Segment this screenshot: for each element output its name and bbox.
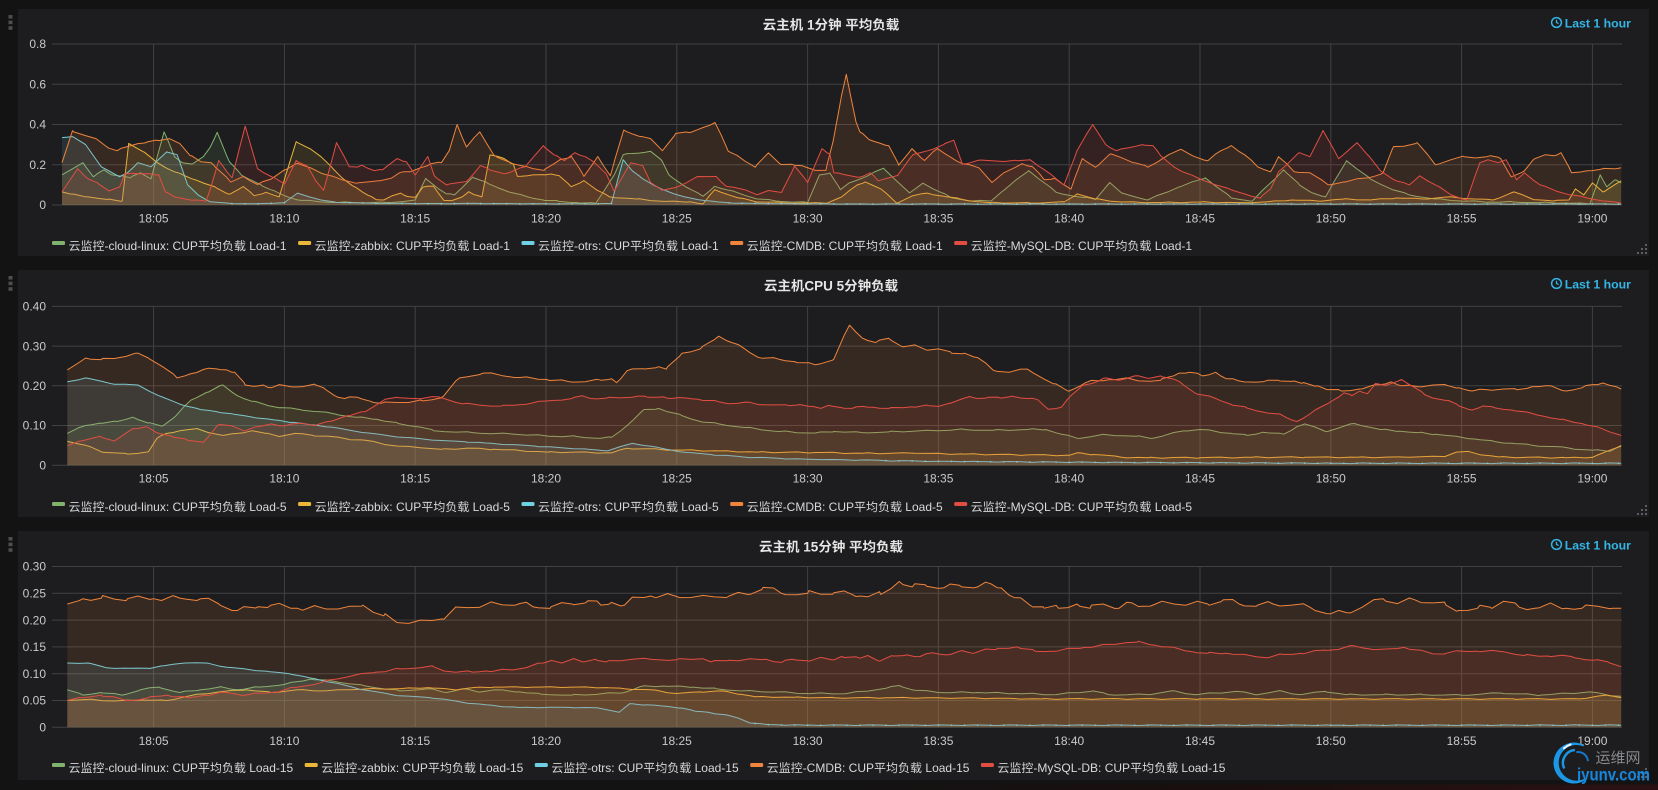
svg-text:-cloud-linux: CUP: -cloud-linux: CUP — [105, 761, 198, 775]
svg-text:0.30: 0.30 — [23, 339, 47, 353]
svg-text:iyunv.com: iyunv.com — [1577, 765, 1650, 785]
svg-text:18:25: 18:25 — [662, 212, 692, 226]
svg-text:18:30: 18:30 — [793, 212, 823, 226]
svg-text:18:45: 18:45 — [1185, 212, 1215, 226]
svg-text:Load-5: Load-5 — [473, 500, 511, 514]
svg-text:Load-5: Load-5 — [249, 500, 287, 514]
svg-text:Load-5: Load-5 — [1155, 500, 1193, 514]
svg-text:18:55: 18:55 — [1447, 472, 1477, 486]
svg-text:0.10: 0.10 — [23, 667, 47, 681]
svg-text:18:55: 18:55 — [1447, 212, 1477, 226]
svg-text:-MySQL-DB: CUP: -MySQL-DB: CUP — [1033, 761, 1130, 775]
svg-text:CPU 5: CPU 5 — [804, 279, 844, 294]
svg-text:Load-1: Load-1 — [681, 239, 719, 253]
svg-text:-zabbix: CUP: -zabbix: CUP — [351, 500, 422, 514]
svg-text:-MySQL-DB: CUP: -MySQL-DB: CUP — [1007, 500, 1104, 514]
svg-text:-otrs: CUP: -otrs: CUP — [587, 761, 643, 775]
svg-text:18:35: 18:35 — [923, 734, 953, 748]
svg-text:18:05: 18:05 — [139, 734, 169, 748]
svg-text:Last 1 hour: Last 1 hour — [1565, 278, 1631, 292]
svg-text:18:40: 18:40 — [1054, 734, 1084, 748]
svg-text:0.8: 0.8 — [29, 37, 46, 51]
svg-text:0.05: 0.05 — [23, 694, 47, 708]
svg-text:0: 0 — [39, 721, 46, 735]
svg-text:Load-1: Load-1 — [1155, 239, 1193, 253]
svg-text:18:05: 18:05 — [139, 212, 169, 226]
svg-text:0.2: 0.2 — [29, 158, 46, 172]
svg-text:15: 15 — [803, 540, 819, 555]
svg-text:Load-15: Load-15 — [479, 761, 523, 775]
svg-text:18:25: 18:25 — [662, 472, 692, 486]
svg-text:0.20: 0.20 — [23, 613, 47, 627]
svg-text:18:10: 18:10 — [269, 212, 299, 226]
svg-text:18:20: 18:20 — [531, 734, 561, 748]
svg-text:0.20: 0.20 — [23, 379, 47, 393]
svg-text:Last 1 hour: Last 1 hour — [1565, 17, 1631, 31]
svg-text:Load-15: Load-15 — [1181, 761, 1225, 775]
svg-text:Load-5: Load-5 — [681, 500, 719, 514]
svg-text:18:50: 18:50 — [1316, 212, 1346, 226]
svg-text:18:05: 18:05 — [139, 472, 169, 486]
svg-text:0: 0 — [39, 198, 46, 212]
svg-text:18:40: 18:40 — [1054, 472, 1084, 486]
svg-text:18:30: 18:30 — [793, 472, 823, 486]
svg-text:0.25: 0.25 — [23, 587, 47, 601]
svg-text:18:35: 18:35 — [923, 212, 953, 226]
svg-text:18:50: 18:50 — [1316, 472, 1346, 486]
svg-text:0.40: 0.40 — [23, 300, 47, 314]
svg-text:18:45: 18:45 — [1185, 734, 1215, 748]
svg-text:Load-15: Load-15 — [925, 761, 969, 775]
svg-text:19:00: 19:00 — [1577, 734, 1607, 748]
svg-text:-cloud-linux: CUP: -cloud-linux: CUP — [105, 239, 198, 253]
svg-text:Load-1: Load-1 — [473, 239, 511, 253]
svg-text:18:15: 18:15 — [400, 472, 430, 486]
svg-text:-otrs: CUP: -otrs: CUP — [574, 239, 630, 253]
svg-text:19:00: 19:00 — [1577, 472, 1607, 486]
svg-text:18:15: 18:15 — [400, 212, 430, 226]
svg-text:18:20: 18:20 — [531, 472, 561, 486]
svg-text:-CMDB: CUP: -CMDB: CUP — [783, 500, 854, 514]
svg-text:0.6: 0.6 — [29, 78, 46, 92]
svg-text:18:45: 18:45 — [1185, 472, 1215, 486]
svg-text:0: 0 — [39, 458, 46, 472]
svg-text:18:10: 18:10 — [269, 734, 299, 748]
svg-text:18:55: 18:55 — [1447, 734, 1477, 748]
svg-text:Load-1: Load-1 — [249, 239, 287, 253]
svg-text:0.30: 0.30 — [23, 560, 47, 574]
svg-text:-zabbix: CUP: -zabbix: CUP — [357, 761, 428, 775]
svg-text:Load-15: Load-15 — [249, 761, 293, 775]
svg-text:-cloud-linux: CUP: -cloud-linux: CUP — [105, 500, 198, 514]
svg-text:-zabbix: CUP: -zabbix: CUP — [351, 239, 422, 253]
svg-text:0.15: 0.15 — [23, 640, 47, 654]
svg-text:Load-5: Load-5 — [905, 500, 943, 514]
svg-text:Load-1: Load-1 — [905, 239, 943, 253]
svg-text:-CMDB: CUP: -CMDB: CUP — [783, 239, 854, 253]
svg-text:18:25: 18:25 — [662, 734, 692, 748]
svg-text:18:35: 18:35 — [923, 472, 953, 486]
svg-text:Load-15: Load-15 — [695, 761, 739, 775]
svg-text:-otrs: CUP: -otrs: CUP — [574, 500, 630, 514]
svg-text:18:10: 18:10 — [269, 472, 299, 486]
svg-text:19:00: 19:00 — [1577, 212, 1607, 226]
svg-text:Last 1 hour: Last 1 hour — [1565, 539, 1631, 553]
svg-text:18:30: 18:30 — [793, 734, 823, 748]
svg-text:0.4: 0.4 — [29, 118, 46, 132]
svg-text:0.10: 0.10 — [23, 419, 47, 433]
svg-text:-MySQL-DB: CUP: -MySQL-DB: CUP — [1007, 239, 1104, 253]
svg-text:-CMDB: CUP: -CMDB: CUP — [803, 761, 874, 775]
svg-text:1: 1 — [807, 18, 815, 33]
svg-text:18:15: 18:15 — [400, 734, 430, 748]
svg-text:18:20: 18:20 — [531, 212, 561, 226]
svg-text:18:50: 18:50 — [1316, 734, 1346, 748]
svg-text:18:40: 18:40 — [1054, 212, 1084, 226]
